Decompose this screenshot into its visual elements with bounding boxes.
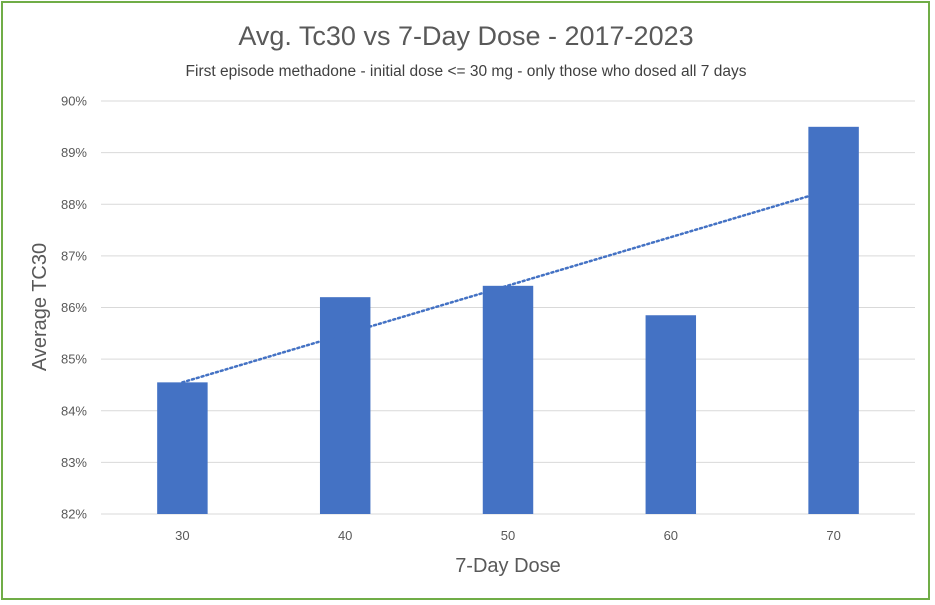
trendline [181,187,835,384]
bar-40 [319,297,371,514]
x-tick-labels: 30 40 50 60 70 [175,528,841,543]
trendline-group [181,187,835,384]
x-tick-label: 30 [175,528,189,543]
bar-50 [482,285,534,514]
y-tick-labels: 82% 83% 84% 85% 86% 87% 88% 89% 90% [61,94,87,522]
y-tick-label: 88% [61,197,87,212]
x-tick-label: 40 [338,528,352,543]
y-tick-label: 89% [61,145,87,160]
bars [157,126,859,514]
x-axis-title: 7-Day Dose [455,555,561,577]
y-tick-label: 84% [61,403,87,418]
x-tick-label: 60 [664,528,678,543]
y-axis-title: Average TC30 [29,243,51,371]
x-tick-label: 50 [501,528,515,543]
y-tick-label: 82% [61,507,87,522]
bar-70 [808,126,859,514]
chart-subtitle: First episode methadone - initial dose <… [186,63,747,80]
y-tick-label: 86% [61,300,87,315]
y-tick-label: 90% [61,94,87,109]
y-tick-label: 83% [61,455,87,470]
y-tick-label: 87% [61,248,87,263]
chart-title: Avg. Tc30 vs 7-Day Dose - 2017-2023 [238,21,693,51]
bar-60 [645,315,697,514]
y-tick-label: 85% [61,352,87,367]
x-tick-label: 70 [826,528,840,543]
bar-30 [157,382,208,514]
